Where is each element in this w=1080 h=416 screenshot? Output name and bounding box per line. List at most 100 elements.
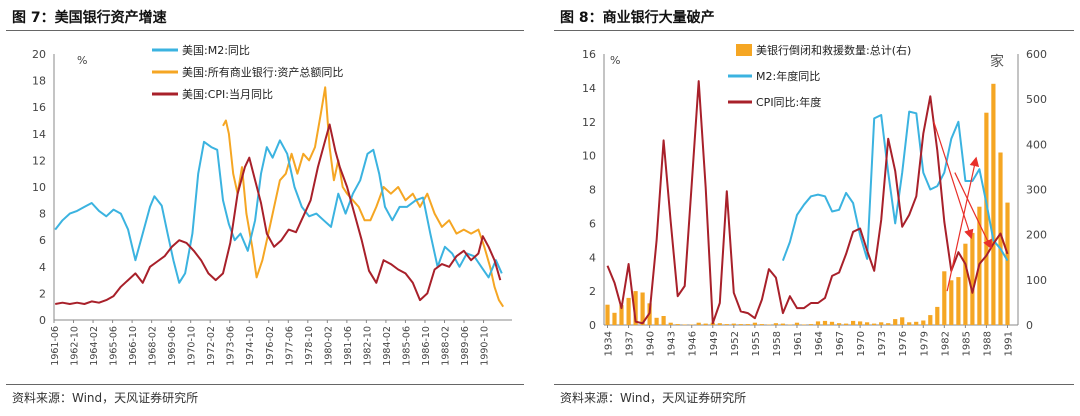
y-tick-label: 20 <box>32 48 46 61</box>
bank-failure-bar <box>605 304 610 325</box>
x-tick-label: 1976 <box>898 331 909 356</box>
bank-failure-bar <box>907 322 912 325</box>
bank-failure-bar <box>759 324 764 325</box>
bank-failure-bar <box>689 324 694 325</box>
title-rule <box>6 30 524 31</box>
y-right-tick-label: 0 <box>1026 319 1033 332</box>
legend-swatch <box>736 44 752 56</box>
bank-failure-bar <box>858 321 863 325</box>
x-tick-label: 1966-10 <box>128 326 139 366</box>
y-tick-label: 0 <box>39 314 46 327</box>
bank-failure-bar <box>1005 202 1010 325</box>
bank-failure-bar <box>963 243 968 325</box>
x-tick-label: 1973-06 <box>226 326 237 366</box>
bank-failure-bar <box>794 322 800 325</box>
bank-failure-bar <box>696 322 701 325</box>
annotation-arrow <box>933 121 974 240</box>
x-tick-label: 1962-10 <box>70 326 81 366</box>
bank-failure-bar <box>815 321 821 325</box>
x-tick-label: 1964 <box>814 331 825 356</box>
x-tick-label: 1981-06 <box>343 326 354 366</box>
bank-failure-bar <box>886 323 891 325</box>
bank-failure-bar <box>766 324 771 325</box>
bank-failure-bar <box>956 277 961 325</box>
bank-failure-bar <box>682 324 687 325</box>
y-right-tick-label: 200 <box>1026 229 1047 242</box>
y-tick-label: 10 <box>32 181 46 194</box>
bank-failure-bar <box>984 112 989 325</box>
y-tick-label: 16 <box>32 101 46 114</box>
series-line <box>54 139 503 284</box>
bank-failure-bar <box>703 323 708 325</box>
y-tick-label: 8 <box>39 208 46 221</box>
x-tick-label: 1991 <box>1003 331 1014 356</box>
left-figure-panel: 图 7：美国银行资产增速 0 2 4 6 8 10 12 14 16 18 20% 1961-06 19… <box>0 0 530 416</box>
bank-failure-bar <box>935 306 940 325</box>
x-tick-label: 1977-06 <box>284 326 295 366</box>
x-tick-label: 1990-10 <box>480 326 491 366</box>
y-left-tick-label: 6 <box>589 217 596 230</box>
x-tick-label: 1985-06 <box>401 326 412 366</box>
y-right-tick-label: 100 <box>1026 274 1047 287</box>
bank-failure-bar <box>773 323 778 325</box>
x-tick-label: 1976-02 <box>265 326 276 366</box>
right-figure-panel: 图 8：商业银行大量破产 0 2 4 6 8 10 12 14 16 0 100 200 300 400 5… <box>548 0 1080 416</box>
bank-failure-bar <box>808 324 814 325</box>
y-tick-label: 14 <box>32 128 46 141</box>
x-tick-label: 1984-02 <box>382 326 393 366</box>
source-rule <box>554 384 1074 385</box>
x-tick-label: 1970-10 <box>187 326 198 366</box>
figure-8-title: 图 8：商业银行大量破产 <box>560 10 715 26</box>
x-tick-label: 1964-02 <box>89 326 100 366</box>
bank-failure-bar <box>640 292 645 325</box>
y-right-tick-label: 400 <box>1026 138 1047 151</box>
y-tick-label: 2 <box>39 287 46 300</box>
legend-label: CPI同比:年度 <box>756 95 821 109</box>
bank-failure-bar <box>998 152 1003 325</box>
bank-failure-bar <box>654 317 659 325</box>
y-left-tick-label: 0 <box>589 319 596 332</box>
x-tick-label: 1946 <box>688 331 699 356</box>
legend-label: 美国:所有商业银行:资产总额同比 <box>182 65 343 79</box>
bank-failure-bar <box>865 322 870 325</box>
bank-failure-bar <box>752 322 757 325</box>
bank-failure-bar <box>619 305 624 325</box>
bank-failure-bar <box>661 316 666 325</box>
y-left-tick-label: 14 <box>582 82 596 95</box>
x-tick-label: 1988 <box>982 331 993 356</box>
bank-failure-bar <box>914 321 919 325</box>
x-tick-label: 1978-10 <box>304 326 315 366</box>
bank-failure-bar <box>949 280 954 325</box>
x-tick-label: 1979 <box>919 331 930 356</box>
bank-failure-bar <box>921 320 926 325</box>
bank-failure-bar <box>928 315 933 325</box>
y-left-tick-label: 12 <box>582 116 596 129</box>
x-tick-label: 1967 <box>835 331 846 356</box>
legend-label: 美国:CPI:当月同比 <box>182 87 273 101</box>
y-left-unit-label: % <box>610 54 620 67</box>
bank-failure-bar <box>893 319 898 325</box>
bank-failure-bar <box>626 297 631 325</box>
x-tick-label: 1940 <box>646 331 657 356</box>
x-tick-label: 1989-06 <box>460 326 471 366</box>
series-line <box>55 123 502 305</box>
bank-failure-bar <box>731 323 736 325</box>
x-tick-label: 1986-10 <box>421 326 432 366</box>
y-right-tick-label: 600 <box>1026 48 1047 61</box>
y-tick-label: 12 <box>32 154 46 167</box>
bank-failure-bar <box>745 324 750 325</box>
figure-7-title: 图 7：美国银行资产增速 <box>12 10 167 26</box>
x-tick-label: 1937 <box>625 331 636 356</box>
title-rule <box>554 30 1074 31</box>
x-tick-label: 1982-10 <box>362 326 373 366</box>
x-tick-label: 1965-06 <box>109 326 120 366</box>
x-tick-label: 1968-02 <box>148 326 159 366</box>
x-tick-label: 1934 <box>604 331 615 356</box>
x-tick-label: 1988-02 <box>440 326 451 366</box>
series-line <box>781 110 1009 262</box>
x-tick-label: 1955 <box>751 331 762 356</box>
y-left-tick-label: 8 <box>589 184 596 197</box>
bank-failure-bar <box>970 232 975 325</box>
source-note: 资料来源：Wind，天风证券研究所 <box>12 391 199 405</box>
y-tick-label: 4 <box>39 261 46 274</box>
